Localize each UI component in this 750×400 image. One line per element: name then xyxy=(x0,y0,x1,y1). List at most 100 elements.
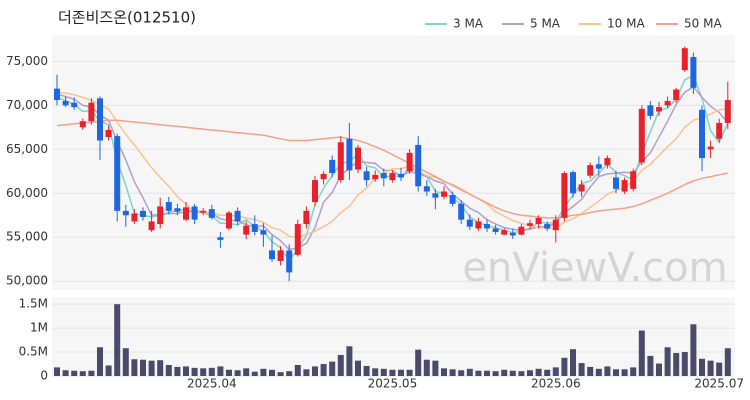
volume-bar xyxy=(243,368,250,376)
volume-bar xyxy=(509,370,516,376)
candle-body xyxy=(329,159,336,174)
candle-body xyxy=(681,48,688,71)
candle-body xyxy=(286,250,293,273)
candle-body xyxy=(604,158,611,166)
candle-body xyxy=(389,173,396,181)
volume-bar xyxy=(690,324,697,376)
candle-body xyxy=(363,171,370,181)
volume-bar xyxy=(79,371,86,376)
volume-bar xyxy=(535,368,542,376)
candle-body xyxy=(501,230,508,235)
volume-bar xyxy=(707,360,714,376)
y-tick-label: 65,000 xyxy=(6,142,48,156)
volume-bar xyxy=(148,360,155,376)
y-tick-label: 55,000 xyxy=(6,230,48,244)
candle-body xyxy=(638,108,645,163)
volume-bar xyxy=(277,372,284,376)
candle-body xyxy=(191,206,198,220)
candle-body xyxy=(621,180,628,192)
volume-bar xyxy=(260,368,267,376)
candle-body xyxy=(664,100,671,106)
candle-body xyxy=(71,102,78,108)
candle-body xyxy=(458,203,465,220)
volume-bar xyxy=(355,360,361,376)
volume-bar xyxy=(114,304,121,376)
candle-body xyxy=(372,174,379,180)
volume-bar xyxy=(561,357,568,376)
volume-bar xyxy=(174,366,181,376)
volume-bar xyxy=(552,367,559,376)
candle-body xyxy=(174,208,181,212)
legend-label: 5 MA xyxy=(530,17,561,31)
volume-bar xyxy=(380,368,387,376)
volume-bar xyxy=(475,370,482,376)
candle-body xyxy=(690,56,697,88)
x-tick-label: 2025.06 xyxy=(531,377,581,391)
candle-body xyxy=(88,102,95,122)
volume-bar xyxy=(492,371,499,376)
volume-bar xyxy=(165,364,172,376)
candle-body xyxy=(509,232,516,236)
chart-title: 더존비즈온(012510) xyxy=(58,9,196,27)
candle-body xyxy=(535,217,542,225)
candle-body xyxy=(630,171,637,189)
candle-body xyxy=(613,177,619,189)
y-tick-label: 0 xyxy=(40,369,48,383)
candle-body xyxy=(398,173,404,178)
candle-body xyxy=(97,98,103,141)
volume-bar xyxy=(527,370,533,376)
candle-body xyxy=(294,224,301,255)
y-tick-label: 70,000 xyxy=(6,98,48,112)
candle-body xyxy=(243,225,250,235)
volume-bar xyxy=(458,370,465,376)
candle-body xyxy=(208,209,215,218)
volume-bar xyxy=(578,363,585,376)
volume-bar xyxy=(501,369,508,376)
candle-body xyxy=(79,121,86,128)
volume-bar xyxy=(595,368,602,376)
candle-body xyxy=(337,142,344,181)
candle-body xyxy=(484,224,490,229)
candle-body xyxy=(441,191,447,197)
candle-body xyxy=(260,230,267,235)
candle-body xyxy=(656,107,662,112)
volume-bar xyxy=(587,366,594,376)
y-tick-label: 50,000 xyxy=(6,274,48,288)
y-tick-label: 1M xyxy=(30,321,48,335)
volume-bar xyxy=(630,367,637,376)
volume-bar xyxy=(251,371,258,376)
volume-bar xyxy=(105,365,112,376)
volume-bar xyxy=(363,365,370,376)
candle-body xyxy=(122,210,129,216)
volume-bar xyxy=(389,369,396,376)
candle-body xyxy=(183,207,189,220)
volume-bar xyxy=(269,369,275,376)
volume-bar xyxy=(234,370,241,376)
volume-bar xyxy=(716,362,723,376)
candle-body xyxy=(544,224,551,229)
volume-bar xyxy=(140,359,146,376)
candle-body xyxy=(475,221,482,229)
candle-body xyxy=(423,186,430,192)
volume-bar xyxy=(303,369,310,376)
candle-body xyxy=(346,138,353,171)
candle-body xyxy=(105,129,112,137)
candle-body xyxy=(303,210,310,225)
legend-label: 3 MA xyxy=(453,17,484,31)
candle-body xyxy=(226,212,232,229)
volume-bar xyxy=(122,348,129,376)
volume-bar xyxy=(570,349,576,376)
candle-body xyxy=(466,219,473,227)
volume-bar xyxy=(415,349,422,376)
volume-panel xyxy=(52,297,735,376)
y-tick-label: 0.5M xyxy=(19,345,48,359)
volume-bar xyxy=(71,370,78,376)
candle-body xyxy=(234,210,241,222)
candle-body xyxy=(355,147,361,170)
y-tick-label: 75,000 xyxy=(6,54,48,68)
candle-body xyxy=(432,193,439,198)
candle-body xyxy=(492,228,499,232)
volume-bar xyxy=(699,358,705,376)
volume-bar xyxy=(62,370,69,376)
